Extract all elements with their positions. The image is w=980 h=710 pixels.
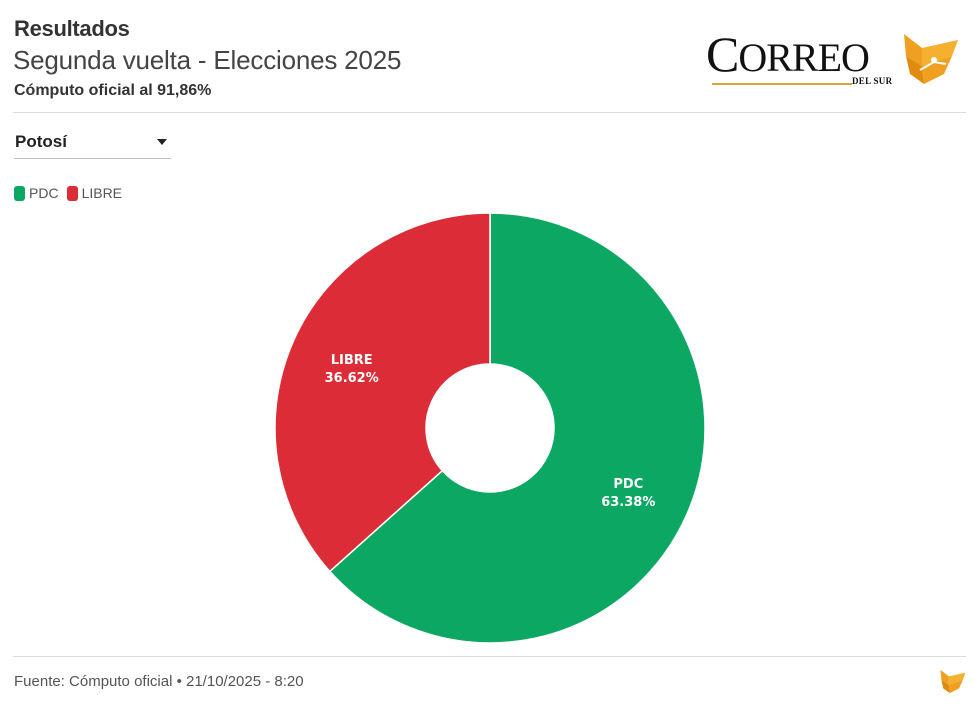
slice-label-name-libre: LIBRE [331,353,373,368]
bird-logo-small-icon [940,669,966,694]
slice-label-value-pdc: 63.38% [601,495,655,510]
chart-legend: PDC LIBRE [14,185,130,201]
bird-logo-icon [904,34,958,84]
computo-status: Cómputo oficial al 91,86% [14,82,212,99]
legend-label-pdc: PDC [29,185,59,201]
legend-swatch-libre [66,185,78,201]
region-select[interactable]: Potosí [14,127,171,159]
slice-label-value-libre: 36.62% [325,371,379,386]
legend-item-libre[interactable]: LIBRE [66,185,123,201]
logo-underline [712,83,852,85]
chart-subtitle: Segunda vuelta - Elecciones 2025 [13,45,402,75]
logo-wordmark: CORREO [706,26,870,82]
slice-libre[interactable] [274,212,491,573]
region-select-value: Potosí [15,132,67,151]
logo-subtext: DEL SUR [852,76,893,86]
slice-label-name-pdc: PDC [613,477,643,492]
legend-label-libre: LIBRE [81,185,123,201]
correo-del-sur-logo: CORREO DEL SUR [704,26,964,90]
legend-item-pdc[interactable]: PDC [14,185,59,201]
header-divider [13,112,966,113]
chart-title: Resultados [14,16,130,41]
source-footer: Fuente: Cómputo oficial • 21/10/2025 - 8… [14,673,304,690]
legend-swatch-pdc [14,185,25,201]
footer-divider [13,656,966,657]
caret-down-icon [157,139,167,145]
slice-pdc[interactable] [328,212,706,644]
